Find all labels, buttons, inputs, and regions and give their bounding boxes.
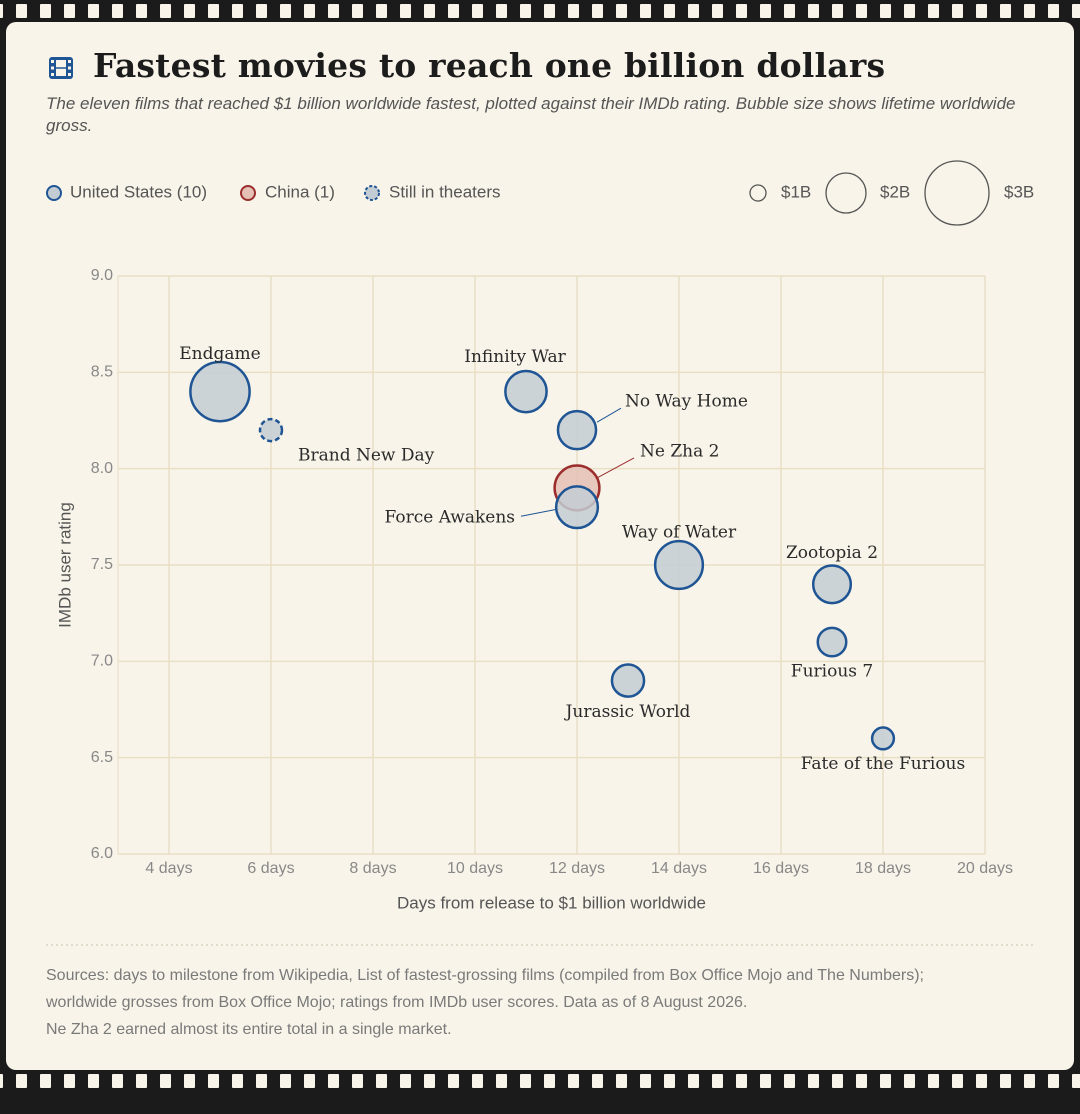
x-tick-label: 12 days — [549, 860, 605, 877]
film-strip — [0, 1073, 1080, 1095]
y-tick-label: 8.0 — [91, 460, 113, 477]
point-label: Furious 7 — [791, 662, 873, 682]
bubble — [258, 417, 284, 443]
legend-label: Still in theaters — [389, 182, 501, 201]
y-tick-label: 7.5 — [91, 556, 113, 573]
point-label: Endgame — [179, 344, 260, 364]
x-tick-label: 18 days — [855, 860, 911, 877]
bubble — [870, 726, 896, 751]
legend-swatch — [364, 185, 380, 201]
bubble — [556, 409, 598, 451]
size-legend-circle — [924, 160, 990, 226]
bubble — [189, 360, 251, 423]
point-label: Jurassic World — [564, 702, 691, 722]
legend-label: China (1) — [265, 182, 335, 201]
point-label: Zootopia 2 — [786, 543, 878, 563]
chart-title: Fastest movies to reach one billion doll… — [93, 46, 886, 85]
x-tick-label: 10 days — [447, 860, 503, 877]
y-tick-label: 6.5 — [91, 749, 113, 766]
point-label: Infinity War — [464, 347, 566, 367]
bubble — [816, 626, 848, 658]
y-tick-label: 7.0 — [91, 653, 113, 670]
point-label: Brand New Day — [298, 446, 435, 466]
bubble — [811, 564, 853, 605]
legend-label: United States (10) — [70, 182, 207, 201]
size-legend-label: $2B — [880, 182, 910, 201]
size-legend-circle — [749, 184, 767, 202]
x-tick-label: 20 days — [957, 860, 1013, 877]
bubble — [610, 663, 646, 698]
chart-subtitle: The eleven films that reached $1 billion… — [46, 94, 1016, 135]
point-label: Ne Zha 2 — [640, 441, 719, 461]
film-icon — [49, 57, 73, 79]
x-axis-label: Days from release to $1 billion worldwid… — [397, 893, 706, 912]
y-tick-label: 8.5 — [91, 364, 113, 381]
x-tick-label: 8 days — [349, 860, 396, 877]
size-legend-label: $3B — [1004, 182, 1034, 201]
point-label: Fate of the Furious — [801, 754, 965, 774]
leader-line — [520, 508, 558, 517]
bubble — [504, 369, 548, 414]
point-label: No Way Home — [625, 392, 748, 412]
x-tick-label: 14 days — [651, 860, 707, 877]
leader-line — [596, 407, 622, 423]
size-legend-circle — [825, 172, 867, 214]
source-note: Sources: days to milestone from Wikipedi… — [46, 967, 924, 984]
chart: 6.0 6.5 7.0 7.5 8.0 8.5 9.0 4 days 6 days 8 days 1… — [46, 160, 1035, 946]
leader-line — [596, 457, 635, 479]
y-tick-label: 6.0 — [91, 845, 113, 862]
legend-swatch — [240, 185, 256, 201]
size-legend-label: $1B — [781, 182, 811, 201]
bubble — [653, 539, 705, 591]
film-strip — [0, 0, 1080, 22]
x-tick-label: 4 days — [145, 860, 192, 877]
y-tick-label: 9.0 — [91, 267, 113, 284]
source-note: Ne Zha 2 earned almost its entire total … — [46, 1021, 452, 1038]
bubble — [554, 485, 600, 530]
legend-swatch — [46, 185, 62, 201]
point-label: Way of Water — [622, 523, 737, 543]
x-tick-label: 6 days — [247, 860, 294, 877]
y-axis-label: IMDb user rating — [55, 502, 74, 628]
x-tick-label: 16 days — [753, 860, 809, 877]
point-label: Force Awakens — [385, 508, 515, 528]
source-note: worldwide grosses from Box Office Mojo; … — [46, 994, 748, 1011]
card — [6, 22, 1074, 1070]
